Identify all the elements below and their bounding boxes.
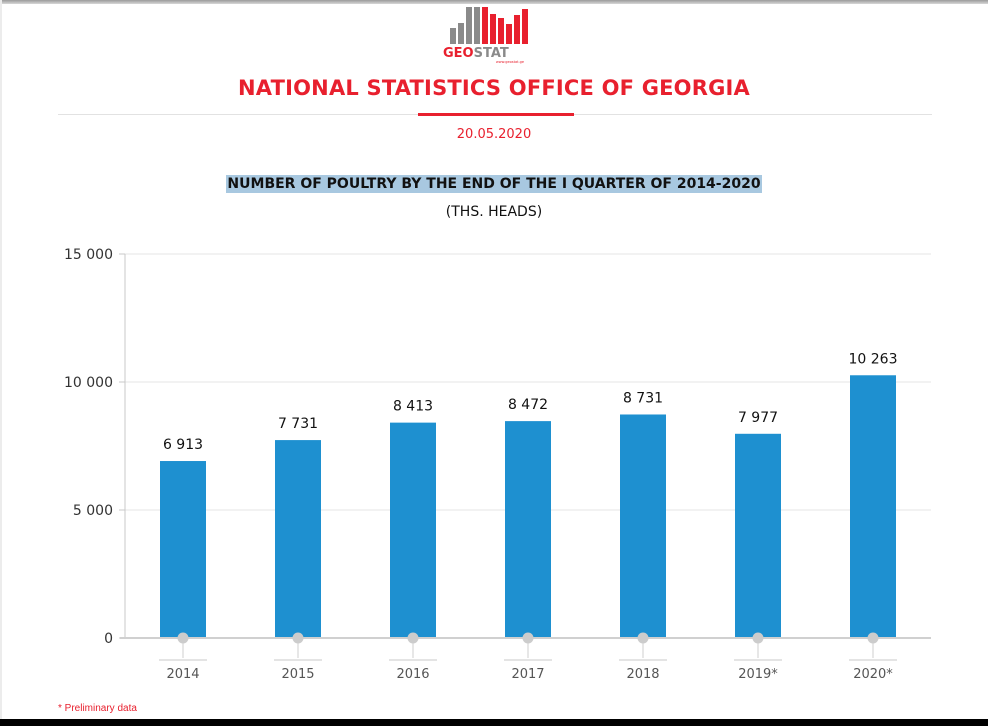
x-axis-ticks: 2014 2015 2016 2017 2018 2019* 2020* <box>159 632 897 682</box>
data-labels: 6 913 7 731 8 413 8 472 8 731 7 977 10 263 <box>163 351 898 453</box>
chart-title: NUMBER OF POULTRY BY THE END OF THE I QU… <box>226 175 762 193</box>
logo-url: www.geostat.ge <box>496 60 524 64</box>
bar-2018 <box>620 414 666 638</box>
logo-bar <box>506 24 512 44</box>
window-top-border <box>0 0 988 4</box>
bars <box>160 375 896 638</box>
logo-bar <box>450 28 456 44</box>
data-label: 7 977 <box>738 410 778 426</box>
footnote: * Preliminary data <box>58 703 137 714</box>
x-tick-label: 2014 <box>166 667 199 682</box>
y-tick-label: 15 000 <box>64 247 113 263</box>
data-label: 10 263 <box>849 351 898 367</box>
x-tick-dot <box>867 632 879 644</box>
x-tick-label: 2020* <box>853 667 893 682</box>
logo-bar <box>466 7 472 44</box>
logo-bar <box>458 23 464 44</box>
logo-bar <box>514 15 520 44</box>
header-accent-divider <box>418 113 574 116</box>
x-tick-dot <box>752 632 764 644</box>
x-tick-label: 2017 <box>511 667 544 682</box>
logo-bar <box>482 7 488 44</box>
x-tick-label: 2019* <box>738 667 778 682</box>
data-label: 8 731 <box>623 390 663 406</box>
chart-subtitle: (THS. HEADS) <box>445 204 543 220</box>
logo-bar <box>522 9 528 44</box>
x-tick-label: 2018 <box>626 667 659 682</box>
x-tick-label: 2016 <box>396 667 429 682</box>
bar-2014 <box>160 461 206 638</box>
logo-bar <box>498 18 504 44</box>
logo-bar <box>474 7 480 44</box>
y-axis-ticks: 0 5 000 10 000 15 000 <box>64 247 125 647</box>
x-tick-dot <box>292 632 304 644</box>
x-tick-dot <box>522 632 534 644</box>
release-date: 20.05.2020 <box>456 127 532 142</box>
bar-2016 <box>390 422 436 638</box>
x-tick-label: 2015 <box>281 667 314 682</box>
bar-2020 <box>850 375 896 638</box>
organization-name: NATIONAL STATISTICS OFFICE OF GEORGIA <box>237 76 751 100</box>
window-bottom-border <box>0 719 988 726</box>
y-tick-label: 5 000 <box>73 503 113 519</box>
x-tick-dot <box>407 632 419 644</box>
chart-title-wrap: NUMBER OF POULTRY BY THE END OF THE I QU… <box>0 175 988 193</box>
data-label: 8 472 <box>508 397 548 413</box>
x-tick-dot <box>637 632 649 644</box>
window-left-border <box>0 0 2 726</box>
bar-2019 <box>735 433 781 638</box>
logo-text: GEOSTAT <box>443 46 509 61</box>
bar-2015 <box>275 440 321 638</box>
data-label: 7 731 <box>278 416 318 432</box>
y-tick-label: 10 000 <box>64 375 113 391</box>
y-tick-label: 0 <box>104 631 113 647</box>
data-label: 6 913 <box>163 437 203 453</box>
logo-bar <box>490 14 496 44</box>
x-tick-dot <box>177 632 189 644</box>
data-label: 8 413 <box>393 399 433 415</box>
geostat-logo: GEOSTAT www.geostat.ge <box>443 7 528 64</box>
bar-2017 <box>505 421 551 638</box>
